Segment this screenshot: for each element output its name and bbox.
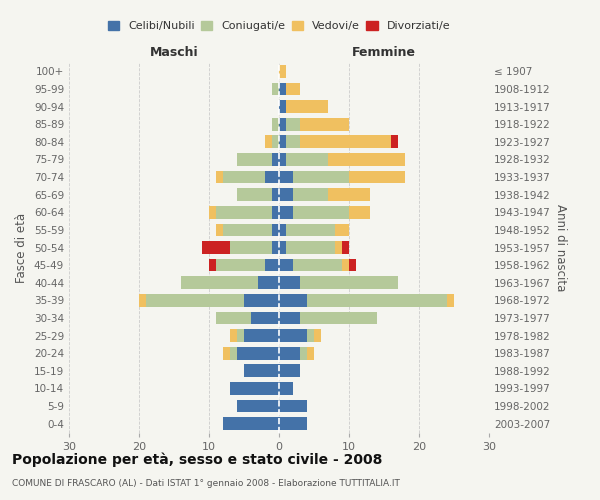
Bar (286, 136, 300, 148)
Bar (216, 206, 272, 218)
Bar (307, 294, 447, 306)
Text: Popolazione per età, sesso e stato civile - 2008: Popolazione per età, sesso e stato civil… (12, 452, 382, 467)
Bar (335, 241, 342, 254)
Bar (216, 312, 251, 324)
Bar (216, 224, 223, 236)
Bar (286, 100, 328, 113)
Bar (279, 224, 286, 236)
Bar (272, 82, 279, 96)
Bar (314, 330, 321, 342)
Text: Femmine: Femmine (352, 46, 416, 59)
Bar (293, 188, 328, 201)
Bar (237, 400, 279, 412)
Bar (272, 241, 279, 254)
Bar (286, 153, 328, 166)
Bar (202, 241, 230, 254)
Bar (279, 347, 300, 360)
Bar (223, 347, 230, 360)
Bar (237, 153, 272, 166)
Bar (279, 382, 293, 395)
Bar (223, 224, 272, 236)
Bar (279, 206, 293, 218)
Bar (265, 170, 279, 183)
Bar (391, 136, 398, 148)
Bar (230, 347, 237, 360)
Bar (230, 241, 272, 254)
Bar (279, 312, 300, 324)
Bar (209, 259, 216, 272)
Bar (216, 170, 223, 183)
Bar (307, 347, 314, 360)
Bar (349, 206, 370, 218)
Bar (307, 330, 314, 342)
Bar (237, 330, 244, 342)
Bar (279, 418, 307, 430)
Bar (272, 188, 279, 201)
Bar (216, 259, 265, 272)
Bar (279, 188, 293, 201)
Bar (293, 259, 342, 272)
Bar (342, 259, 349, 272)
Bar (279, 276, 300, 289)
Bar (251, 312, 279, 324)
Bar (237, 347, 279, 360)
Bar (244, 294, 279, 306)
Bar (349, 259, 356, 272)
Bar (279, 400, 307, 412)
Bar (272, 206, 279, 218)
Bar (237, 188, 272, 201)
Bar (286, 82, 300, 96)
Bar (300, 276, 398, 289)
Bar (139, 294, 146, 306)
Bar (300, 347, 307, 360)
Bar (300, 312, 377, 324)
Bar (230, 330, 237, 342)
Bar (146, 294, 244, 306)
Bar (286, 118, 300, 130)
Bar (209, 206, 216, 218)
Bar (279, 170, 293, 183)
Bar (293, 206, 349, 218)
Bar (293, 170, 349, 183)
Bar (447, 294, 454, 306)
Bar (342, 241, 349, 254)
Bar (265, 259, 279, 272)
Bar (279, 82, 286, 96)
Bar (272, 136, 279, 148)
Bar (258, 276, 279, 289)
Bar (244, 330, 279, 342)
Text: Maschi: Maschi (149, 46, 199, 59)
Bar (272, 118, 279, 130)
Bar (328, 188, 370, 201)
Bar (279, 259, 293, 272)
Y-axis label: Fasce di età: Fasce di età (16, 212, 28, 282)
Bar (265, 136, 272, 148)
Y-axis label: Anni di nascita: Anni di nascita (554, 204, 567, 291)
Bar (223, 170, 265, 183)
Bar (279, 100, 286, 113)
Bar (335, 224, 349, 236)
Bar (181, 276, 258, 289)
Bar (230, 382, 279, 395)
Bar (272, 153, 279, 166)
Bar (286, 224, 335, 236)
Bar (279, 118, 286, 130)
Bar (279, 65, 286, 78)
Bar (286, 241, 335, 254)
Bar (279, 330, 307, 342)
Bar (349, 170, 405, 183)
Bar (279, 294, 307, 306)
Bar (300, 136, 391, 148)
Bar (328, 153, 405, 166)
Bar (223, 418, 279, 430)
Bar (300, 118, 349, 130)
Bar (272, 224, 279, 236)
Bar (244, 364, 279, 377)
Text: COMUNE DI FRASCARO (AL) - Dati ISTAT 1° gennaio 2008 - Elaborazione TUTTITALIA.I: COMUNE DI FRASCARO (AL) - Dati ISTAT 1° … (12, 479, 400, 488)
Bar (279, 241, 286, 254)
Legend: Celibi/Nubili, Coniugati/e, Vedovi/e, Divorziati/e: Celibi/Nubili, Coniugati/e, Vedovi/e, Di… (103, 16, 455, 36)
Bar (279, 136, 286, 148)
Bar (279, 364, 300, 377)
Bar (279, 153, 286, 166)
